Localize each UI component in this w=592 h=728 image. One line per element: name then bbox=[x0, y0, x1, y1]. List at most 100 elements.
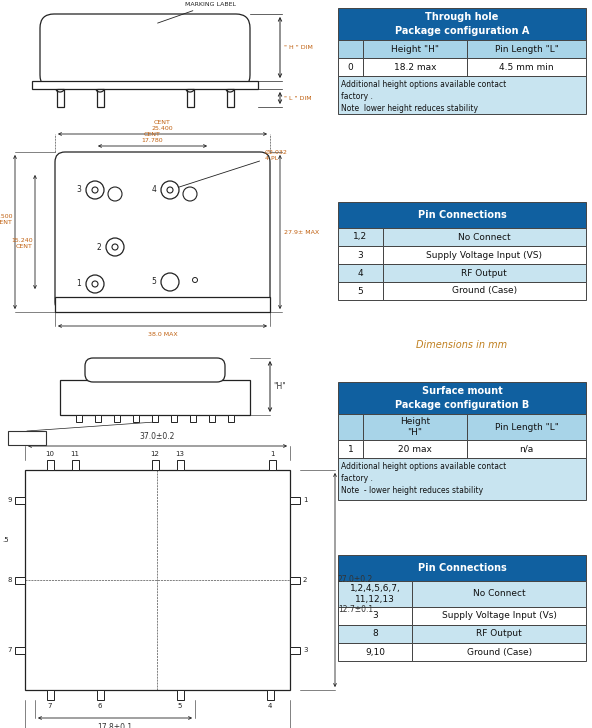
Circle shape bbox=[92, 187, 98, 193]
Bar bbox=[382, 228, 586, 246]
Bar bbox=[32, 81, 258, 89]
Text: 37.0±0.2: 37.0±0.2 bbox=[140, 432, 175, 441]
Text: 6: 6 bbox=[98, 703, 102, 709]
Circle shape bbox=[108, 187, 122, 201]
Circle shape bbox=[183, 187, 197, 201]
Text: Pin Length "L": Pin Length "L" bbox=[494, 44, 558, 53]
Text: 4: 4 bbox=[358, 269, 363, 277]
Text: 8: 8 bbox=[372, 630, 378, 638]
Text: Supply Voltage Input (Vs): Supply Voltage Input (Vs) bbox=[442, 612, 556, 620]
Bar bbox=[95, 415, 101, 422]
Text: 17.500: 17.500 bbox=[0, 215, 13, 220]
Bar bbox=[227, 89, 234, 107]
Text: Pin Connections: Pin Connections bbox=[417, 210, 506, 220]
Bar bbox=[338, 264, 382, 282]
Bar bbox=[72, 460, 79, 470]
Bar bbox=[152, 415, 158, 422]
Text: 3: 3 bbox=[303, 647, 307, 653]
Bar bbox=[338, 625, 413, 643]
Text: 11: 11 bbox=[70, 451, 79, 457]
Bar bbox=[338, 555, 586, 581]
Text: 12.7±0.1: 12.7±0.1 bbox=[338, 606, 373, 614]
Text: CENT: CENT bbox=[144, 132, 161, 136]
Text: No Connect: No Connect bbox=[458, 232, 511, 242]
Text: Dimensions in mm: Dimensions in mm bbox=[416, 340, 507, 350]
Text: Additional height options available contact
factory .
Note  lower height reduces: Additional height options available cont… bbox=[341, 80, 506, 113]
Text: " L " DIM: " L " DIM bbox=[284, 95, 311, 100]
Text: RF Output: RF Output bbox=[477, 630, 522, 638]
Circle shape bbox=[192, 277, 198, 282]
Bar bbox=[413, 607, 586, 625]
Circle shape bbox=[92, 281, 98, 287]
Text: 1: 1 bbox=[348, 445, 353, 454]
Bar bbox=[467, 58, 586, 76]
Text: 1: 1 bbox=[270, 451, 274, 457]
Bar bbox=[190, 415, 196, 422]
Bar bbox=[382, 282, 586, 300]
Bar bbox=[57, 89, 64, 107]
Text: 0.1: 0.1 bbox=[30, 435, 41, 441]
FancyBboxPatch shape bbox=[40, 14, 250, 89]
Text: 3: 3 bbox=[358, 250, 363, 259]
Bar bbox=[290, 497, 300, 504]
Bar bbox=[413, 581, 586, 607]
Text: 8: 8 bbox=[8, 577, 12, 583]
Bar bbox=[363, 440, 467, 458]
Bar bbox=[363, 414, 467, 440]
Text: 1: 1 bbox=[303, 497, 307, 503]
Bar bbox=[338, 581, 413, 607]
Circle shape bbox=[161, 273, 179, 291]
Bar bbox=[363, 58, 467, 76]
Text: No Connect: No Connect bbox=[473, 590, 526, 598]
Bar bbox=[338, 8, 586, 40]
Polygon shape bbox=[11, 434, 23, 442]
Bar bbox=[47, 460, 54, 470]
Text: 3: 3 bbox=[372, 612, 378, 620]
Bar bbox=[363, 40, 467, 58]
Bar bbox=[15, 647, 25, 654]
Bar bbox=[382, 264, 586, 282]
Text: CENT: CENT bbox=[16, 243, 33, 248]
Text: 38.0 MAX: 38.0 MAX bbox=[147, 332, 178, 337]
Bar bbox=[338, 382, 586, 414]
Text: 13: 13 bbox=[175, 451, 185, 457]
Bar bbox=[467, 440, 586, 458]
Bar bbox=[338, 607, 413, 625]
Text: 17.780: 17.780 bbox=[141, 138, 163, 143]
Bar bbox=[269, 460, 276, 470]
Text: 2: 2 bbox=[303, 577, 307, 583]
Bar bbox=[338, 282, 382, 300]
Text: 7: 7 bbox=[48, 703, 52, 709]
Text: CENT: CENT bbox=[154, 119, 171, 124]
Bar bbox=[171, 415, 177, 422]
Bar bbox=[25, 470, 290, 690]
Circle shape bbox=[106, 238, 124, 256]
Text: Through hole
Package configuration A: Through hole Package configuration A bbox=[395, 12, 529, 36]
Bar bbox=[60, 380, 250, 415]
Bar bbox=[152, 460, 159, 470]
Bar bbox=[209, 415, 215, 422]
Text: 12: 12 bbox=[150, 451, 159, 457]
Text: 18.2 max: 18.2 max bbox=[394, 63, 436, 71]
FancyBboxPatch shape bbox=[85, 358, 225, 382]
Circle shape bbox=[86, 181, 104, 199]
Bar bbox=[338, 246, 382, 264]
Bar bbox=[15, 577, 25, 584]
Circle shape bbox=[167, 187, 173, 193]
Bar bbox=[413, 625, 586, 643]
Text: 7: 7 bbox=[8, 647, 12, 653]
Bar bbox=[228, 415, 234, 422]
Bar bbox=[97, 690, 104, 700]
Bar bbox=[290, 577, 300, 584]
Text: Height "H": Height "H" bbox=[391, 44, 439, 53]
Bar bbox=[467, 414, 586, 440]
Text: 0: 0 bbox=[348, 63, 353, 71]
Text: 4.5 mm min: 4.5 mm min bbox=[499, 63, 554, 71]
Text: 9,10: 9,10 bbox=[365, 647, 385, 657]
Bar bbox=[338, 40, 363, 58]
Text: 9: 9 bbox=[8, 497, 12, 503]
Bar bbox=[338, 643, 413, 661]
Bar bbox=[47, 690, 54, 700]
Text: 1,2,4,5,6,7,
11,12,13: 1,2,4,5,6,7, 11,12,13 bbox=[350, 584, 401, 604]
Text: 27.9± MAX: 27.9± MAX bbox=[284, 229, 319, 234]
